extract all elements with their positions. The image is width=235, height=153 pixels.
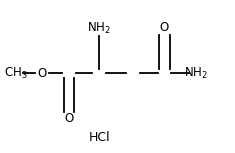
Text: NH$_2$: NH$_2$ (184, 66, 208, 81)
Text: O: O (64, 112, 74, 125)
Text: NH$_2$: NH$_2$ (87, 21, 111, 35)
Text: O: O (160, 21, 169, 34)
Text: O: O (38, 67, 47, 80)
Text: CH$_3$: CH$_3$ (4, 66, 27, 81)
Text: HCl: HCl (89, 131, 110, 144)
